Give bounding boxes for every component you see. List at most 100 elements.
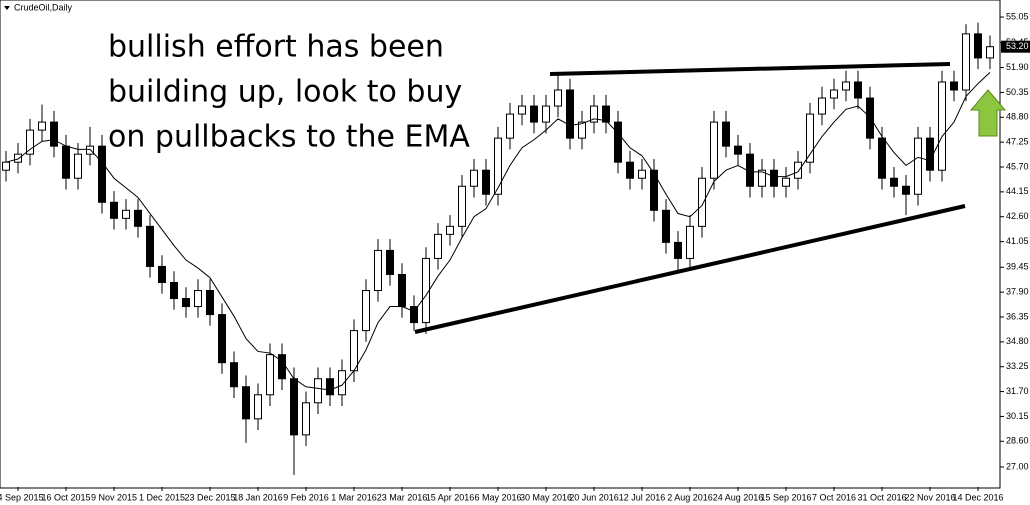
y-tick-label: 44.15 [1006, 186, 1029, 196]
candle-body [734, 145, 742, 155]
candle-body [146, 225, 154, 267]
y-tick-label: 28.60 [1006, 436, 1029, 446]
candle-body [902, 185, 910, 195]
candle-body [566, 89, 574, 139]
resistance-line [549, 62, 951, 76]
x-tick-label: 24 Sep 2015 [0, 492, 44, 502]
x-tick-label: 24 Aug 2016 [713, 492, 764, 502]
candle-body [962, 33, 970, 91]
x-tick-label: 30 May 2016 [520, 492, 572, 502]
menu-triangle[interactable] [4, 6, 10, 10]
x-tick-label: 23 Dec 2015 [184, 492, 235, 502]
candle-body [158, 265, 166, 283]
x-tick-label: 9 Nov 2015 [91, 492, 137, 502]
candle-body [446, 225, 454, 235]
candle-body [14, 153, 22, 163]
candle-body [398, 273, 406, 308]
candle-body [662, 209, 670, 243]
candle-body [638, 169, 646, 179]
candle-body [674, 241, 682, 259]
candle-body [170, 281, 178, 300]
y-tick-label: 55.05 [1006, 11, 1029, 21]
y-tick-label: 27.00 [1006, 461, 1029, 471]
candle-body [614, 121, 622, 163]
candle-body [782, 177, 790, 187]
x-tick-label: 9 Feb 2016 [283, 492, 329, 502]
y-tick-label: 45.70 [1006, 161, 1029, 171]
candle-body [986, 46, 994, 59]
y-tick-label: 37.90 [1006, 286, 1029, 296]
candle-body [758, 169, 766, 187]
candle-body [518, 105, 526, 115]
x-tick-label: 2 Aug 2016 [667, 492, 713, 502]
candle-body [842, 81, 850, 91]
candle-body [806, 113, 814, 163]
annotation: building up, look to buy [108, 75, 462, 110]
candle-body [2, 161, 10, 171]
candle-body [62, 145, 70, 179]
x-tick-label: 23 Mar 2016 [377, 492, 428, 502]
up-arrow [969, 89, 1007, 137]
x-tick-label: 15 Sep 2016 [760, 492, 811, 502]
candle-body [242, 386, 250, 420]
candle-body [914, 137, 922, 195]
candle-body [578, 121, 586, 139]
ema-line [5, 72, 991, 391]
candle-body [206, 290, 214, 316]
x-tick-label: 15 Apr 2016 [426, 492, 475, 502]
candle-body [686, 225, 694, 259]
candle-body [314, 378, 322, 404]
candle-body [530, 105, 538, 123]
candle-body [74, 153, 82, 179]
candle-body [938, 81, 946, 171]
candle-body [26, 129, 34, 155]
candle-body [350, 330, 358, 372]
candle-body [602, 105, 610, 123]
candle-body [326, 378, 334, 396]
candle-body [362, 290, 370, 332]
y-tick-label: 47.25 [1006, 137, 1029, 147]
candle-body [506, 113, 514, 139]
x-tick-label: 1 Mar 2016 [331, 492, 377, 502]
x-tick-label: 6 May 2016 [474, 492, 521, 502]
annotation: bullish effort has been [108, 30, 444, 65]
candle-body [374, 249, 382, 292]
candle-body [458, 185, 466, 227]
candle-body [230, 362, 238, 388]
candle-body [830, 89, 838, 99]
x-tick-label: 12 Jul 2016 [619, 492, 666, 502]
annotation: on pullbacks to the EMA [108, 120, 470, 155]
y-tick-label: 51.90 [1006, 62, 1029, 72]
candle-body [290, 378, 298, 436]
candle-body [386, 249, 394, 275]
candle-body [338, 370, 346, 396]
candle-body [950, 81, 958, 91]
candle-body [554, 89, 562, 107]
candle-body [218, 314, 226, 364]
y-tick-label: 42.60 [1006, 211, 1029, 221]
candle-body [38, 121, 46, 131]
candle-body [266, 354, 274, 396]
x-tick-label: 1 Dec 2015 [139, 492, 185, 502]
x-tick-label: 16 Oct 2015 [41, 492, 90, 502]
candle-body [278, 354, 286, 380]
candle-body [590, 105, 598, 123]
candle-body [110, 201, 118, 219]
candle-body [710, 121, 718, 179]
candle-body [770, 169, 778, 187]
y-tick-label: 48.80 [1006, 112, 1029, 122]
y-tick-label: 34.80 [1006, 336, 1029, 346]
last-price-box [1001, 40, 1030, 53]
y-tick-label: 50.35 [1006, 87, 1029, 97]
candle-body [854, 81, 862, 99]
candle-body [626, 161, 634, 179]
y-tick-label: 31.70 [1006, 386, 1029, 396]
candle-body [974, 33, 982, 59]
candle-body [878, 137, 886, 179]
candle-body [650, 169, 658, 211]
candle-body [482, 169, 490, 195]
candle-body [194, 290, 202, 308]
y-tick-label: 41.05 [1006, 236, 1029, 246]
candle-body [302, 402, 310, 436]
candle-body [818, 97, 826, 115]
